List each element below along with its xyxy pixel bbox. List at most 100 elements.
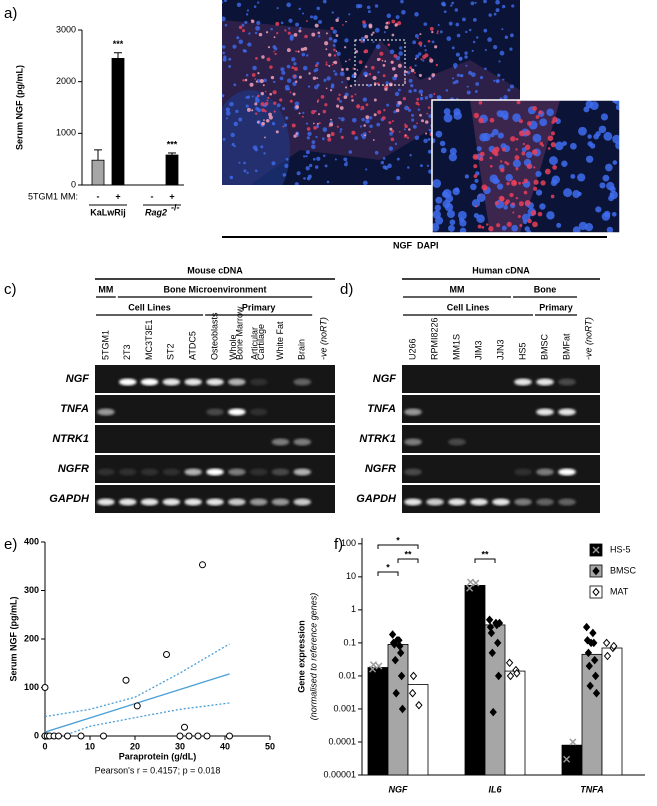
dapi-nucleus xyxy=(473,213,479,219)
ngf-signal xyxy=(270,75,275,80)
y-tick-label: 100 xyxy=(341,538,356,548)
dapi-nucleus xyxy=(332,29,337,34)
group-label: KaLwRij xyxy=(90,207,126,217)
dapi-nucleus xyxy=(472,40,476,44)
data-point xyxy=(409,671,418,681)
ngf-signal xyxy=(238,25,243,30)
gel-band xyxy=(206,378,224,386)
x-tick-label: 30 xyxy=(175,741,185,751)
ngf-signal xyxy=(364,134,367,137)
dapi-nucleus xyxy=(408,78,413,83)
ngf-signal xyxy=(426,112,429,115)
ngf-signal xyxy=(421,119,425,123)
dapi-nucleus xyxy=(570,142,577,150)
dapi-nucleus xyxy=(407,166,410,169)
ngf-signal xyxy=(506,181,510,186)
dapi-nucleus xyxy=(428,114,432,118)
dapi-nucleus xyxy=(401,9,406,15)
ngf-signal xyxy=(404,123,407,126)
ngf-signal xyxy=(540,180,546,186)
ngf-signal xyxy=(427,106,431,109)
dapi-nucleus xyxy=(502,78,505,81)
dapi-nucleus xyxy=(453,108,461,116)
ngf-signal xyxy=(391,129,395,133)
bar xyxy=(504,670,526,776)
ngf-signal xyxy=(473,174,478,178)
ngf-signal xyxy=(382,74,386,78)
dapi-nucleus xyxy=(246,95,251,99)
dapi-nucleus xyxy=(322,127,328,132)
lane-label: White Fat xyxy=(275,321,285,360)
dapi-nucleus xyxy=(241,23,245,27)
ngf-signal xyxy=(390,137,395,142)
dapi-nucleus xyxy=(389,49,395,55)
ngf-signal xyxy=(251,19,255,24)
dapi-nucleus xyxy=(263,152,266,155)
data-point xyxy=(393,636,401,645)
ngf-signal xyxy=(535,115,540,119)
gel-band xyxy=(558,498,576,506)
ngf-signal xyxy=(291,66,295,70)
ngf-signal xyxy=(381,116,386,120)
ngf-signal xyxy=(273,101,277,105)
dapi-nucleus xyxy=(451,1,455,5)
ngf-signal xyxy=(473,112,480,119)
dapi-nucleus xyxy=(411,113,415,117)
dapi-nucleus xyxy=(338,117,341,120)
dapi-nucleus xyxy=(414,12,419,17)
dapi-nucleus xyxy=(286,2,292,8)
ngf-signal xyxy=(532,221,538,228)
dapi-nucleus xyxy=(423,44,426,48)
dapi-nucleus xyxy=(348,13,351,16)
dapi-nucleus xyxy=(375,44,381,50)
ngf-signal xyxy=(406,136,410,139)
gel-row xyxy=(402,425,600,453)
ngf-signal xyxy=(346,76,351,81)
legend-label: MAT xyxy=(610,586,629,596)
ngf-signal xyxy=(417,37,419,40)
ngf-signal xyxy=(526,163,532,169)
x-tick-label: TNFA xyxy=(580,784,604,794)
dapi-nucleus xyxy=(512,159,521,168)
ngf-signal xyxy=(325,32,328,35)
ngf-signal xyxy=(255,80,258,83)
dapi-nucleus xyxy=(464,55,468,59)
dapi-nucleus xyxy=(448,152,458,162)
dapi-nucleus xyxy=(303,155,306,158)
dapi-nucleus xyxy=(341,81,344,84)
dapi-nucleus xyxy=(222,51,226,55)
gel-band xyxy=(184,498,202,506)
ngf-signal xyxy=(522,142,526,146)
gel-title: Human cDNA xyxy=(472,265,530,275)
dapi-nucleus xyxy=(422,59,425,62)
dapi-nucleus xyxy=(222,137,226,141)
ngf-signal xyxy=(295,105,299,109)
dapi-nucleus xyxy=(474,178,479,183)
dapi-nucleus xyxy=(339,130,342,133)
ngf-signal xyxy=(269,92,272,96)
ngf-signal xyxy=(269,65,273,69)
significance: *** xyxy=(167,139,178,149)
dapi-nucleus xyxy=(233,121,239,127)
dapi-nucleus xyxy=(298,7,301,11)
ngf-signal xyxy=(388,82,393,87)
ngf-signal xyxy=(325,48,328,51)
dapi-nucleus xyxy=(222,57,227,62)
dapi-nucleus xyxy=(454,8,459,12)
dapi-nucleus xyxy=(253,5,257,8)
ngf-signal xyxy=(268,115,273,120)
dapi-nucleus xyxy=(384,165,389,171)
dapi-nucleus xyxy=(605,163,613,172)
data-point xyxy=(506,671,515,681)
dapi-nucleus xyxy=(437,23,440,27)
x-tick-label: - xyxy=(151,191,154,201)
dapi-nucleus xyxy=(248,32,251,35)
ngf-signal xyxy=(427,39,431,43)
ngf-signal xyxy=(344,86,348,89)
gel-band xyxy=(228,408,246,416)
dapi-nucleus xyxy=(366,5,371,10)
dapi-nucleus xyxy=(489,174,499,183)
y-tick-label: 0.01 xyxy=(338,670,356,680)
dapi-nucleus xyxy=(386,13,392,19)
